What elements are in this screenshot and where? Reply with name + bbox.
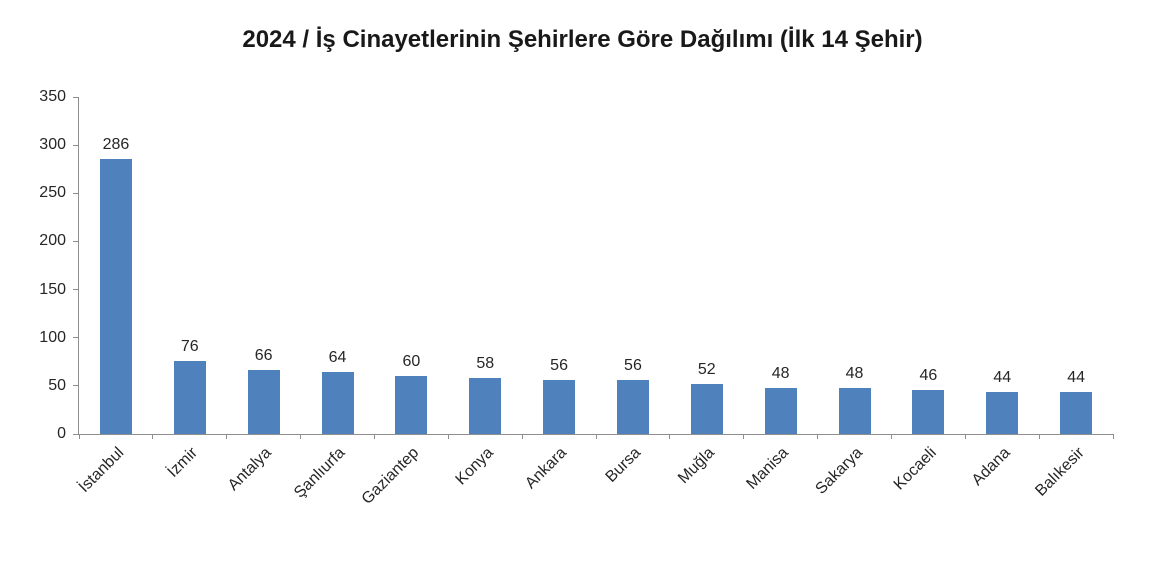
x-axis-category-label: Bursa: [602, 444, 645, 486]
bar: [99, 158, 132, 434]
y-axis-tick-label: 200: [39, 232, 66, 250]
bar-value-label: 52: [697, 360, 716, 378]
x-axis-tick: [1038, 434, 1040, 439]
bar-value-label: 48: [771, 364, 790, 382]
bar: [764, 387, 797, 434]
bar-value-label: 56: [550, 357, 568, 375]
bar-slot: 60 Gaziantep: [359, 97, 448, 508]
y-axis-tick: [73, 385, 79, 387]
bar-slot: 66 Antalya: [225, 97, 301, 494]
bar-slot: 44 Balıkesir: [1032, 97, 1113, 500]
x-axis-category-label: Balıkesir: [1032, 444, 1088, 500]
x-axis-tick: [1112, 434, 1114, 439]
x-axis-tick: [964, 434, 966, 439]
bar-value-label: 286: [102, 135, 130, 153]
bar-slot: 286 İstanbul: [76, 97, 153, 496]
x-axis-category-label: Manisa: [743, 444, 792, 493]
bar-value-label: 76: [180, 337, 199, 355]
y-axis-tick-label: 350: [39, 88, 66, 105]
bar: [395, 376, 428, 434]
y-axis-tick-label: 100: [39, 328, 66, 346]
bar-value-label: 44: [993, 368, 1012, 386]
bar-slot: 64 Şanlıurfa: [292, 97, 375, 502]
y-axis-tick-label: 150: [39, 280, 66, 298]
bar-series: 286 İstanbul 76 İzmir 66 Antalya 64 Şanlıurfa 60…: [76, 97, 1113, 508]
x-axis-tick: [743, 434, 745, 439]
y-axis-tick: [73, 337, 79, 339]
bar-slot: 44 Adana: [965, 97, 1039, 489]
x-axis-tick: [300, 434, 302, 439]
x-axis-category-label: Adana: [968, 444, 1014, 490]
bar-value-label: 56: [624, 357, 642, 375]
x-axis-category-label: Kocaeli: [890, 444, 940, 494]
bar: [912, 389, 945, 434]
bar: [247, 370, 280, 434]
x-axis-category-label: Sakarya: [812, 444, 866, 498]
bar-value-label: 44: [1067, 368, 1085, 386]
chart-title: 2024 / İş Cinayetlerinin Şehirlere Göre …: [242, 26, 923, 53]
x-axis-category-label: İstanbul: [75, 444, 128, 496]
y-axis-tick-label: 300: [39, 136, 66, 154]
bar: [690, 383, 723, 434]
x-axis-category-label: Antalya: [225, 444, 275, 495]
bar-value-label: 66: [254, 347, 273, 365]
bar-slot: 56 Ankara: [522, 97, 596, 492]
bar-value-label: 60: [402, 353, 421, 371]
x-axis-category-label: İzmir: [164, 444, 202, 481]
y-axis-tick: [73, 289, 79, 291]
y-axis-tick: [73, 96, 79, 98]
bar: [616, 380, 649, 434]
bar-slot: 76 İzmir: [153, 97, 227, 481]
x-axis-category-label: Ankara: [522, 444, 571, 493]
bar-value-label: 46: [919, 366, 938, 384]
bar-slot: 56 Bursa: [596, 97, 670, 486]
bar: [173, 360, 206, 434]
x-axis-tick: [890, 434, 892, 439]
x-axis-category-label: Şanlıurfa: [291, 444, 349, 502]
bar-slot: 46 Kocaeli: [891, 97, 965, 493]
x-axis-tick: [669, 434, 671, 439]
x-axis-category-label: Konya: [452, 444, 497, 489]
bar-slot: 48 Sakarya: [812, 97, 892, 498]
bar-value-label: 48: [845, 364, 864, 382]
bar-value-label: 58: [476, 355, 495, 373]
bar: [543, 380, 576, 434]
y-axis-tick: [73, 240, 79, 242]
y-axis-tick-label: 250: [39, 184, 66, 202]
y-axis-tick-label: 0: [57, 425, 66, 442]
bar: [986, 391, 1019, 434]
bar: [838, 387, 871, 434]
x-axis-tick: [817, 434, 819, 439]
bar: [1060, 391, 1093, 434]
y-axis-tick: [73, 433, 79, 435]
bar: [321, 372, 354, 434]
bar-slot: 58 Konya: [448, 97, 522, 488]
x-axis-tick: [78, 434, 80, 439]
y-axis-tick: [73, 144, 79, 146]
x-axis-tick: [373, 434, 375, 439]
y-axis-tick-label: 50: [48, 376, 66, 394]
bar: [469, 378, 502, 434]
bar-value-label: 64: [328, 349, 347, 367]
x-axis-category-label: Gaziantep: [359, 444, 423, 508]
bar-slot: 52 Muğla: [670, 97, 744, 487]
x-axis-tick: [447, 434, 449, 439]
x-axis-tick: [152, 434, 154, 439]
y-axis-tick: [73, 192, 79, 194]
plot-area: 286 İstanbul 76 İzmir 66 Antalya 64 Şanlıurfa 60…: [39, 89, 1114, 508]
x-axis-category-label: Muğla: [675, 444, 719, 488]
x-axis-tick: [521, 434, 523, 439]
bar-slot: 48 Manisa: [743, 97, 818, 493]
x-axis-tick: [595, 434, 597, 439]
x-axis-tick: [226, 434, 228, 439]
